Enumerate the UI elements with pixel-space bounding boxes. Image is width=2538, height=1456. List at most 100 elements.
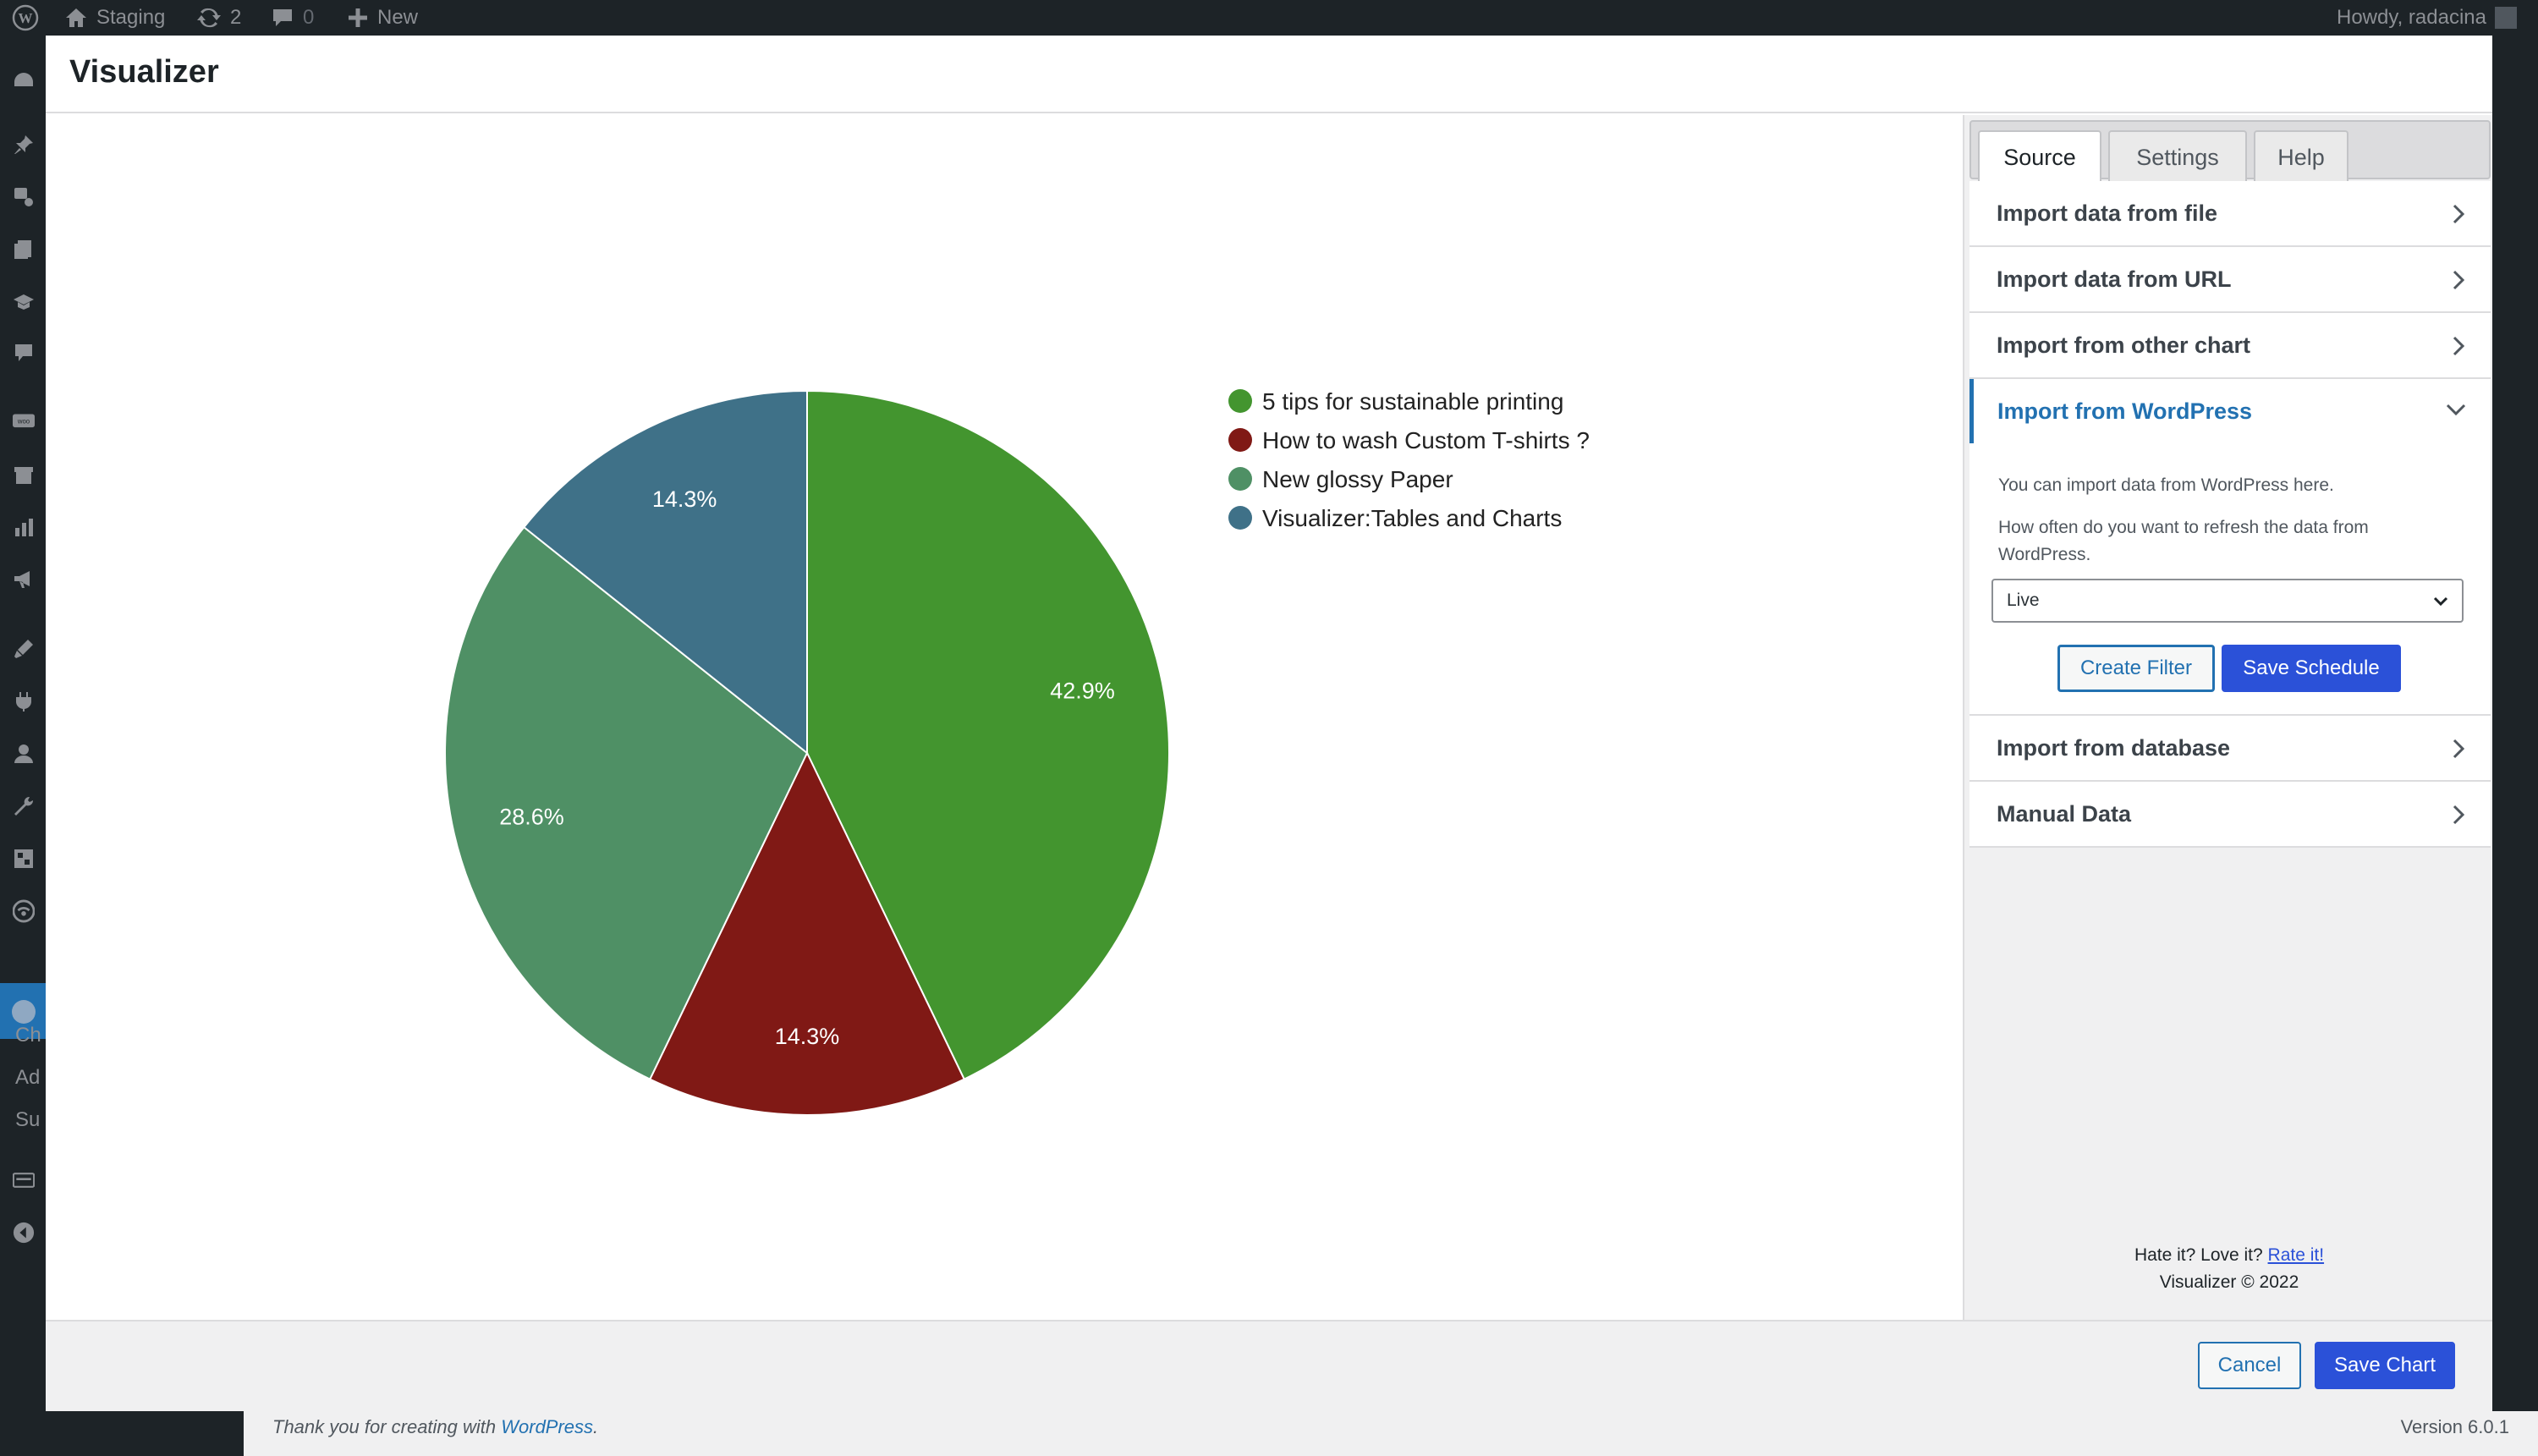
legend-swatch xyxy=(1228,428,1252,452)
plugins-icon[interactable] xyxy=(13,690,35,712)
tab-source[interactable]: Source xyxy=(1978,130,2101,183)
pie-chart: 42.9% 14.3% 28.6% 14.3% 5 tips for sustainab… xyxy=(444,388,1590,1116)
admin-bar: W Staging 2 0 New Howdy, radacina xyxy=(0,0,2538,36)
wordpress-link[interactable]: WordPress xyxy=(501,1416,594,1437)
section-import-wordpress-header[interactable]: Import from WordPress xyxy=(1969,379,2491,443)
svg-text:W: W xyxy=(19,10,33,26)
footer-thanks: Thank you for creating with WordPress. xyxy=(272,1416,599,1437)
submenu-item-support[interactable]: Su xyxy=(15,1108,41,1131)
admin-footer: Thank you for creating with WordPress. V… xyxy=(244,1411,2538,1456)
chart-settings-sidebar: Source Settings Help Import data from fi… xyxy=(1963,115,2492,1320)
keyboard-icon[interactable] xyxy=(13,1169,35,1191)
chevron-right-icon xyxy=(2453,739,2465,759)
section-label: Manual Data xyxy=(1997,800,2132,827)
chevron-right-icon xyxy=(2453,336,2465,356)
visualizer-modal: Visualizer 42.9% 14.3% 28.6% 14.3% 5 tips fo… xyxy=(46,36,2492,1411)
updates-count: 2 xyxy=(230,6,242,29)
site-name: Staging xyxy=(96,6,166,29)
section-import-file[interactable]: Import data from file xyxy=(1969,181,2491,247)
rate-it-link[interactable]: Rate it! xyxy=(2267,1245,2325,1265)
plus-icon xyxy=(349,8,367,27)
appearance-icon[interactable] xyxy=(13,638,35,660)
legend-item[interactable]: Visualizer:Tables and Charts xyxy=(1228,505,1562,531)
section-label: Import from database xyxy=(1997,734,2231,761)
legend-item[interactable]: 5 tips for sustainable printing xyxy=(1228,388,1563,415)
settings-icon[interactable] xyxy=(13,848,35,870)
footer-version: Version 6.0.1 xyxy=(2400,1416,2509,1437)
legend-swatch xyxy=(1228,467,1252,491)
chevron-right-icon xyxy=(2453,805,2465,825)
media-icon[interactable] xyxy=(13,186,35,208)
save-schedule-button[interactable]: Save Schedule xyxy=(2222,645,2401,692)
copyright-text: Visualizer © 2022 xyxy=(2159,1272,2299,1292)
collapse-menu-icon[interactable] xyxy=(13,1222,35,1244)
wordpress-logo-icon[interactable]: W xyxy=(12,0,39,36)
comments-link[interactable]: 0 xyxy=(271,0,314,36)
updates-icon xyxy=(197,8,221,28)
section-label: Import from WordPress xyxy=(1997,398,2253,424)
pie-slice[interactable] xyxy=(648,750,966,1116)
modal-title: Visualizer xyxy=(69,54,219,90)
analytics-icon[interactable] xyxy=(13,516,35,538)
marketing-icon[interactable] xyxy=(13,569,35,591)
my-account-link[interactable]: Howdy, radacina xyxy=(2337,0,2517,36)
modal-footer: Cancel Save Chart xyxy=(46,1320,2492,1411)
section-import-wordpress: Import from WordPress You can import dat… xyxy=(1969,379,2491,716)
create-filter-button[interactable]: Create Filter xyxy=(2057,645,2215,692)
updates-link[interactable]: 2 xyxy=(196,0,241,36)
users-icon[interactable] xyxy=(13,743,35,765)
legend-label: 5 tips for sustainable printing xyxy=(1262,388,1563,415)
comments-count: 0 xyxy=(303,6,315,29)
pie-slice[interactable] xyxy=(444,525,809,1080)
modal-close-button[interactable] xyxy=(2442,36,2492,86)
wordpress-intro-text: You can import data from WordPress here. xyxy=(1998,475,2334,495)
slice-percent-label: 14.3% xyxy=(775,1024,840,1049)
section-import-database[interactable]: Import from database xyxy=(1969,716,2491,782)
submenu-item-chart-library[interactable]: Ch xyxy=(15,1024,41,1047)
section-import-url[interactable]: Import data from URL xyxy=(1969,247,2491,313)
new-content-link[interactable]: New xyxy=(347,0,418,36)
howdy-text: Howdy, radacina xyxy=(2337,6,2486,29)
refresh-question-line2: WordPress. xyxy=(1998,545,2091,564)
section-manual-data[interactable]: Manual Data xyxy=(1969,782,2491,848)
pie-slice[interactable] xyxy=(806,389,1170,1080)
legend-item[interactable]: New glossy Paper xyxy=(1228,466,1453,492)
pages-icon[interactable] xyxy=(13,239,35,261)
tools-icon[interactable] xyxy=(13,795,35,817)
admin-side-menu: woo Ch Ad Su xyxy=(0,36,46,1456)
svg-text:woo: woo xyxy=(17,418,30,426)
slice-percent-label: 14.3% xyxy=(652,486,717,512)
home-icon xyxy=(66,8,86,27)
visualizer-icon xyxy=(12,1000,36,1024)
site-name-link[interactable]: Staging xyxy=(64,0,165,36)
sidebar-tabs: Source Settings Help xyxy=(1969,120,2491,183)
posts-pin-icon[interactable] xyxy=(13,134,35,156)
chart-preview: 42.9% 14.3% 28.6% 14.3% 5 tips for sustainab… xyxy=(46,115,1963,1320)
courses-icon[interactable] xyxy=(13,291,35,313)
comments-menu-icon[interactable] xyxy=(13,342,35,364)
slice-percent-label: 28.6% xyxy=(499,804,564,829)
tab-help[interactable]: Help xyxy=(2254,130,2348,183)
legend-label: New glossy Paper xyxy=(1262,466,1453,492)
wireless-icon[interactable] xyxy=(13,899,35,923)
submenu-item-add-new[interactable]: Ad xyxy=(15,1066,41,1089)
section-label: Import data from URL xyxy=(1997,266,2232,292)
section-import-other-chart[interactable]: Import from other chart xyxy=(1969,313,2491,379)
legend-item[interactable]: How to wash Custom T-shirts ? xyxy=(1228,427,1590,453)
cancel-button[interactable]: Cancel xyxy=(2198,1342,2301,1389)
visualizer-menu-item[interactable] xyxy=(0,983,46,1039)
dashboard-icon[interactable] xyxy=(13,69,35,91)
new-label: New xyxy=(377,6,419,29)
slice-percent-label: 42.9% xyxy=(1050,679,1115,704)
woocommerce-icon[interactable]: woo xyxy=(13,411,35,433)
pie-slice[interactable] xyxy=(522,389,808,755)
refresh-frequency-value: Live xyxy=(2007,591,2040,610)
products-icon[interactable] xyxy=(13,464,35,486)
save-chart-button[interactable]: Save Chart xyxy=(2315,1342,2455,1389)
legend-label: How to wash Custom T-shirts ? xyxy=(1262,427,1590,453)
section-label: Import data from file xyxy=(1997,200,2218,226)
rating-prompt: Hate it? Love it? Rate it! xyxy=(2134,1245,2325,1265)
tab-settings[interactable]: Settings xyxy=(2108,130,2247,183)
refresh-frequency-select[interactable]: Live xyxy=(1991,579,2464,623)
refresh-question-line1: How often do you want to refresh the dat… xyxy=(1998,518,2369,537)
